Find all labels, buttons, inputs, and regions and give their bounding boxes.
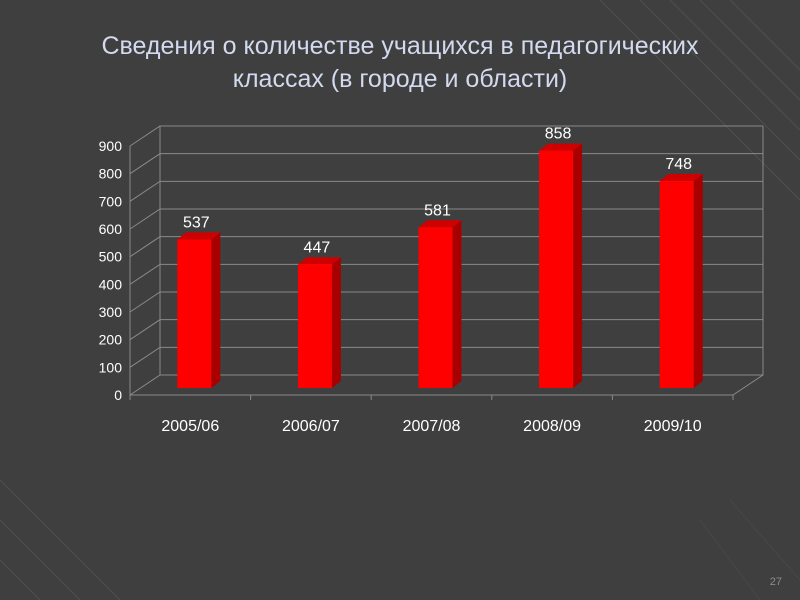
bar-top (539, 143, 583, 151)
label-layer: 2005/06 2006/07 2007/08 2008/09 2009/10 537 44… (161, 126, 701, 435)
slide-title-line1: Сведения о количестве учащихся в педагог… (101, 32, 699, 60)
bar-side (211, 232, 221, 388)
bar (177, 232, 221, 388)
data-label: 447 (304, 239, 331, 256)
y-tick-label: 200 (99, 332, 123, 348)
gridline (129, 125, 763, 147)
floor-edge (130, 126, 764, 396)
bar-front (418, 227, 453, 388)
bar-side (573, 143, 583, 388)
page-number: 27 (769, 576, 782, 588)
bar-front (539, 150, 574, 388)
y-tick-label: 800 (99, 166, 123, 182)
bar (539, 143, 583, 388)
bar-front (177, 239, 212, 388)
data-label: 748 (665, 156, 692, 173)
y-tick-label: 0 (114, 387, 122, 403)
bar-top (418, 220, 462, 228)
y-tick-label: 900 (99, 138, 123, 154)
bar-side (452, 220, 462, 388)
bar-side (693, 174, 703, 388)
y-tick-label: 600 (99, 221, 123, 237)
x-tick-label: 2008/09 (523, 418, 581, 435)
y-tick-label: 400 (99, 276, 123, 292)
data-label: 858 (545, 126, 572, 143)
y-tick-label: 300 (99, 304, 123, 320)
x-tick-label: 2006/07 (282, 418, 340, 435)
slide-title-line2: классах (в городе и области) (232, 65, 568, 93)
bar-front (297, 264, 332, 388)
bar-layer (177, 143, 703, 388)
y-tick-label: 100 (99, 359, 123, 375)
bar (659, 174, 703, 388)
x-tick-label: 2009/10 (644, 418, 702, 435)
bar (418, 220, 462, 388)
bar-top (659, 174, 703, 182)
bar-top (177, 232, 221, 240)
x-tick-label: 2005/06 (161, 418, 219, 435)
slide-title: Сведения о количестве учащихся в педагог… (40, 30, 760, 96)
data-label: 537 (183, 214, 210, 231)
x-tick-label: 2007/08 (403, 418, 461, 435)
bar-front (659, 181, 694, 388)
bar-side (331, 257, 341, 388)
bar-top (297, 257, 341, 265)
axis-layer: 0 100 200 300 400 500 600 700 800 900 (99, 138, 734, 403)
bar (297, 257, 341, 388)
y-tick-label: 700 (99, 193, 123, 209)
data-label: 581 (424, 202, 451, 219)
y-tick-label: 500 (99, 249, 123, 265)
